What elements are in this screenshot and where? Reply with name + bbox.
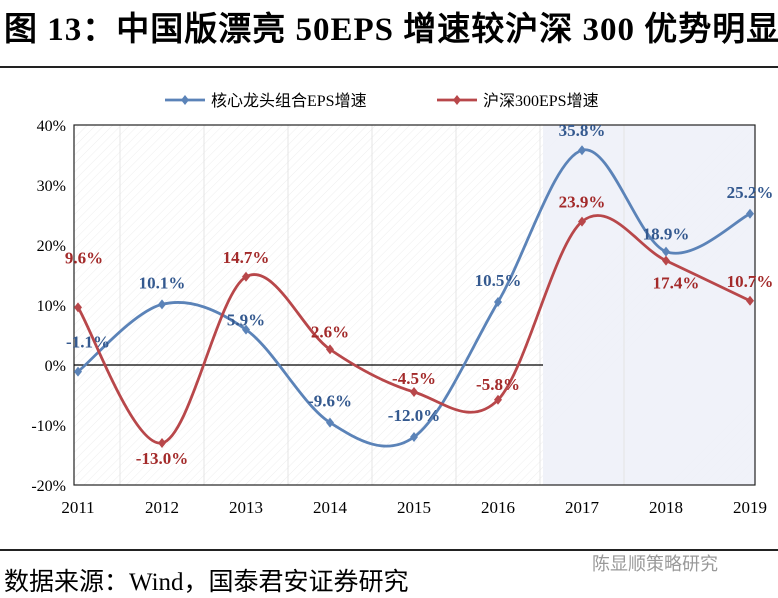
data-point-marker xyxy=(158,299,166,310)
legend-marker xyxy=(181,95,189,105)
y-tick-label: 30% xyxy=(37,178,66,195)
data-label: 10.1% xyxy=(139,273,186,292)
data-point-marker xyxy=(662,246,670,257)
data-point-marker xyxy=(158,438,166,448)
data-point-marker xyxy=(326,417,334,428)
x-tick-label: 2017 xyxy=(565,498,600,517)
data-label: -4.5% xyxy=(392,369,436,388)
line-chart: 核心龙头组合EPS增速 沪深300EPS增速 -20% -10% 0% 10% 20% 30… xyxy=(31,92,774,517)
y-tick-label: 40% xyxy=(37,118,66,135)
shaded-forecast-region xyxy=(543,125,755,485)
y-tick-label: -10% xyxy=(31,418,66,435)
legend: 核心龙头组合EPS增速 沪深300EPS增速 xyxy=(165,92,599,110)
figure-title: 图 13：中国版漂亮 50EPS 增速较沪深 300 优势明显 xyxy=(4,12,778,48)
data-label: 18.9% xyxy=(643,225,690,244)
plot-border xyxy=(73,124,756,486)
y-tick-label: 20% xyxy=(37,238,66,255)
data-label: 14.7% xyxy=(223,248,270,267)
data-label: 9.6% xyxy=(65,248,103,267)
data-point-marker xyxy=(74,302,82,313)
data-point-marker xyxy=(578,145,586,156)
series-line xyxy=(77,148,751,448)
y-tick-label: 0% xyxy=(45,358,66,375)
watermark: 陈显顺策略研究 xyxy=(592,554,718,575)
x-tick-label: 2016 xyxy=(481,498,515,517)
data-label: 17.4% xyxy=(653,274,700,293)
x-tick-label: 2018 xyxy=(649,498,683,517)
x-tick-label: 2015 xyxy=(397,498,431,517)
legend-label: 沪深300EPS增速 xyxy=(483,92,599,110)
data-point-marker xyxy=(662,255,670,266)
x-tick-label: 2014 xyxy=(313,498,348,517)
data-label: -1.1% xyxy=(66,333,110,352)
data-point-marker xyxy=(494,297,502,307)
x-tick-label: 2012 xyxy=(145,498,179,517)
data-point-marker xyxy=(746,208,754,219)
data-label: -5.8% xyxy=(476,375,520,394)
legend-marker xyxy=(453,95,461,105)
y-tick-label: -20% xyxy=(31,478,66,495)
x-tick-label: 2011 xyxy=(61,498,94,517)
data-label: 23.9% xyxy=(559,193,606,212)
data-label: 10.7% xyxy=(727,272,774,291)
y-tick-label: 10% xyxy=(37,298,66,315)
title-divider xyxy=(0,66,778,68)
data-point-marker xyxy=(410,432,418,442)
legend-label: 核心龙头组合EPS增速 xyxy=(211,92,367,110)
source-note: 数据来源：Wind，国泰君安证券研究 xyxy=(4,569,409,596)
data-label: 35.8% xyxy=(559,121,606,140)
data-label: 25.2% xyxy=(727,183,774,202)
data-label: 5.9% xyxy=(227,311,265,330)
data-point-marker xyxy=(410,387,418,397)
data-label: -13.0% xyxy=(136,449,188,468)
data-label: 10.5% xyxy=(475,271,522,290)
data-point-marker xyxy=(494,394,502,405)
x-tick-label: 2013 xyxy=(229,498,263,517)
x-tick-label: 2019 xyxy=(733,498,767,517)
data-label: -12.0% xyxy=(388,406,440,425)
footer-divider xyxy=(0,549,778,551)
data-label: -9.6% xyxy=(308,392,352,411)
data-label: 2.6% xyxy=(311,322,349,341)
data-point-marker xyxy=(746,295,754,306)
data-point-marker xyxy=(242,271,250,282)
data-point-marker xyxy=(242,324,250,335)
data-point-marker xyxy=(578,216,586,227)
data-point-marker xyxy=(74,366,82,377)
data-point-marker xyxy=(326,344,334,355)
series-line xyxy=(76,214,751,445)
